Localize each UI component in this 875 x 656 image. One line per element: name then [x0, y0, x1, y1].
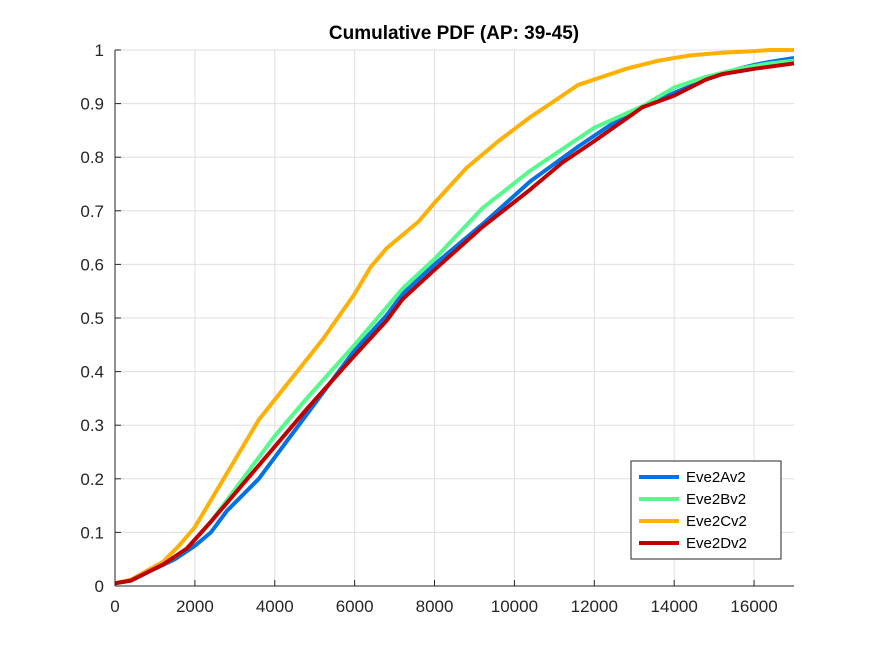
series-line-eve2cv2 [115, 48, 794, 586]
x-tick-label: 8000 [416, 597, 454, 616]
y-tick-label: 0.1 [80, 523, 104, 542]
x-tick-label: 10000 [491, 597, 538, 616]
series-line-eve2dv2 [115, 61, 794, 586]
y-tick-label: 0.9 [80, 95, 104, 114]
y-tick-label: 0.8 [80, 148, 104, 167]
x-tick-label: 2000 [176, 597, 214, 616]
legend: Eve2Av2 Eve2Bv2 Eve2Cv2 Eve2Dv2 [630, 460, 782, 560]
x-tick-label: 12000 [571, 597, 618, 616]
y-tick-label: 0.5 [80, 309, 104, 328]
x-tick-label: 4000 [256, 597, 294, 616]
y-tick-label: 1 [95, 41, 104, 60]
legend-label: Eve2Av2 [686, 469, 746, 486]
y-tick-label: 0.7 [80, 202, 104, 221]
legend-label: Eve2Dv2 [686, 535, 747, 552]
chart-title: Cumulative PDF (AP: 39-45) [329, 23, 579, 44]
series-lines [115, 48, 794, 586]
legend-label: Eve2Cv2 [686, 513, 747, 530]
x-tick-label: 16000 [730, 597, 777, 616]
y-tick-label: 0.4 [80, 363, 104, 382]
x-tick-label: 14000 [651, 597, 698, 616]
x-tick-label: 6000 [336, 597, 374, 616]
legend-label: Eve2Bv2 [686, 491, 746, 508]
y-tick-label: 0.2 [80, 470, 104, 489]
y-tick-label: 0 [95, 577, 104, 596]
tick-labels: 0 2000 4000 6000 8000 10000 12000 14000 16000 0 0.… [80, 41, 777, 616]
y-tick-label: 0.3 [80, 416, 104, 435]
y-tick-label: 0.6 [80, 255, 104, 274]
x-tick-label: 0 [110, 597, 119, 616]
axes [114, 49, 794, 587]
